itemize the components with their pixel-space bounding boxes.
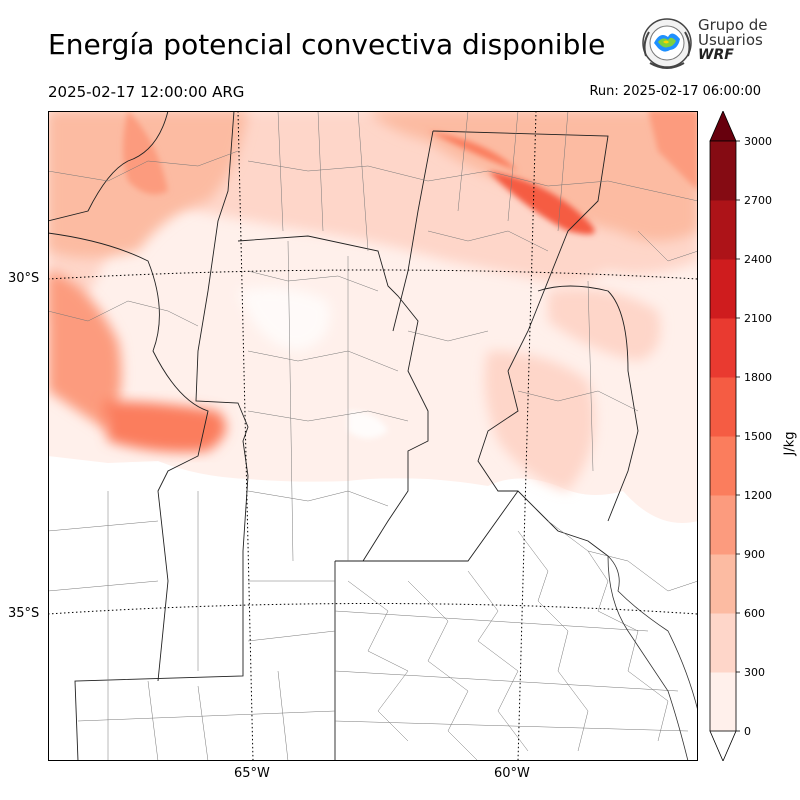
colorbar-tick-label: 0 [744, 725, 751, 738]
colorbar-segment [710, 200, 736, 260]
lat-label-35s: 35°S [8, 606, 40, 621]
province-borders [48, 111, 639, 761]
colorbar-tick-label: 300 [744, 666, 765, 679]
cape-map [48, 111, 698, 761]
colorbar-tick-label: 2700 [744, 194, 772, 207]
colorbar-tick-label: 900 [744, 548, 765, 561]
map-title: Energía potencial convectiva disponible [48, 28, 606, 61]
colorbar-over-extension [709, 111, 737, 142]
valid-time-label: 2025-02-17 12:00:00 ARG [48, 83, 245, 101]
colorbar-tick-label: 2400 [744, 253, 772, 266]
run-time-label: Run: 2025-02-17 06:00:00 [589, 84, 761, 99]
colorbar-segment [710, 495, 736, 555]
colorbar-tick-label: 3000 [744, 135, 772, 148]
colorbar-segment [710, 613, 736, 673]
colorbar-under-extension [709, 730, 737, 761]
colorbar-segment [710, 554, 736, 614]
colorbar-tick-label: 1800 [744, 371, 772, 384]
colorbar-tick-label: 600 [744, 607, 765, 620]
lat-label-30s: 30°S [8, 271, 40, 286]
logo-line3: WRF [698, 47, 734, 63]
colorbar-segment [710, 259, 736, 319]
colorbar-segment [710, 672, 736, 732]
logo-line1: Grupo de [698, 16, 768, 34]
colorbar-segment [710, 141, 736, 201]
colorbar-tick-label: 1500 [744, 430, 772, 443]
logo-line2: Usuarios [698, 31, 763, 49]
colorbar: 0 300 600 900 1200 1500 1800 2100 2400 2700 3000 [709, 111, 772, 761]
lon-label-65w: 65°W [234, 766, 270, 781]
grupo-usuarios-wrf-logo: Grupo de Usuarios WRF [638, 16, 768, 72]
graticule [48, 111, 698, 761]
coastline [607, 555, 698, 761]
lon-label-60w: 60°W [494, 766, 530, 781]
globe-seal-icon [642, 18, 692, 69]
colorbar-tick-label: 2100 [744, 312, 772, 325]
colorbar-segment [710, 318, 736, 378]
colorbar-segment [710, 436, 736, 496]
colorbar-segment [710, 377, 736, 437]
cape-field [48, 111, 698, 523]
district-borders [48, 111, 698, 761]
colorbar-unit-label: J/kg [782, 431, 798, 456]
colorbar-tick-label: 1200 [744, 489, 772, 502]
